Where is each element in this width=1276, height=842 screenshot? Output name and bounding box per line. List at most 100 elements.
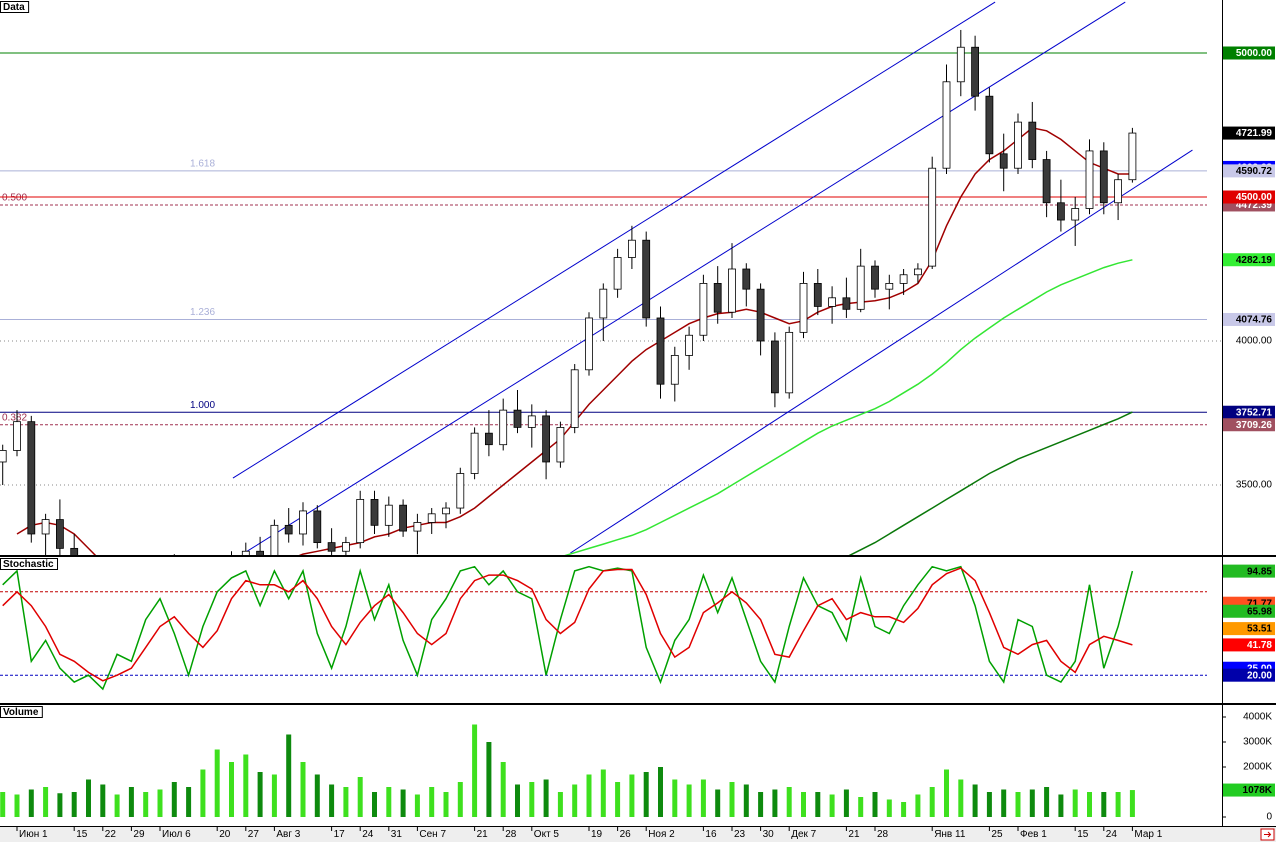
volume-bar (186, 787, 192, 817)
candle-body (1028, 121, 1037, 160)
candle-body (1099, 150, 1108, 204)
volume-bar (229, 762, 234, 817)
volume-bar (1101, 792, 1107, 817)
volume-bar (1072, 789, 1078, 817)
price-badge-label: 65.98 (1247, 606, 1272, 617)
volume-bar (743, 784, 749, 817)
volume-bar (1001, 789, 1007, 817)
volume-bar (214, 749, 220, 817)
price-badge (1223, 622, 1275, 636)
candle-body (241, 550, 250, 555)
volume-bar (715, 789, 721, 817)
candle-body (914, 268, 922, 276)
volume-bar (801, 792, 806, 817)
x-axis-bar (0, 826, 1276, 842)
candle-body (27, 421, 36, 535)
volume-bar (815, 792, 821, 817)
volume-bar (443, 792, 449, 817)
x-tick-label: 22 (105, 829, 117, 840)
x-tick-label: 15 (1077, 829, 1089, 840)
price-badge (1223, 564, 1275, 578)
volume-bar (286, 734, 292, 817)
volume-bar (257, 772, 263, 817)
volume-bar (200, 769, 206, 817)
price-badge (1223, 190, 1275, 204)
y-tick-label: 3500.00 (1236, 480, 1273, 491)
price-badge-label: 4721.99 (1236, 128, 1273, 139)
x-tick-label: Фев 1 (1020, 829, 1047, 840)
volume-bar (1044, 787, 1050, 817)
panel-title: Data (3, 2, 25, 13)
volume-bar (658, 767, 663, 817)
volume-bar (929, 787, 935, 817)
volume-bar (1029, 789, 1035, 817)
price-badge (1223, 46, 1275, 60)
candle-body (1071, 208, 1080, 221)
price-badge-label: 20.00 (1247, 670, 1272, 681)
volume-bar (872, 792, 878, 817)
candle-body (1057, 202, 1065, 221)
volume-bar (300, 762, 306, 817)
candle-body (585, 317, 593, 371)
candle-body (513, 409, 522, 428)
candle-body (828, 297, 836, 307)
volume-bar (486, 742, 492, 817)
candle-body (871, 265, 879, 290)
volume-bar (600, 769, 606, 817)
panel-title: Volume (3, 707, 39, 718)
price-badge-label: 41.78 (1247, 640, 1272, 651)
price-badge-label: 4500.00 (1236, 192, 1273, 203)
volume-bar (1058, 794, 1064, 817)
price-badge (1223, 638, 1275, 652)
indicator-line (564, 259, 1133, 555)
price-badge-label: 4074.76 (1236, 315, 1273, 326)
volume-bar (643, 772, 649, 817)
panel-title-box (0, 706, 43, 718)
x-tick-label: 20 (219, 829, 231, 840)
x-tick-label: 15 (76, 829, 88, 840)
price-badge (1223, 405, 1275, 419)
volume-bar (457, 782, 463, 817)
candle-body (256, 550, 265, 555)
x-tick-label: 26 (620, 829, 632, 840)
trend-line (232, 1, 996, 479)
volume-bar (586, 774, 592, 817)
fib-ratio-label: 1.000 (190, 400, 215, 411)
panel-separator (0, 555, 1276, 557)
candle-body (599, 288, 608, 319)
volume-bar (1115, 792, 1121, 817)
volume-bar (1087, 792, 1092, 817)
candle-body (613, 257, 622, 290)
x-tick-label: 21 (477, 829, 489, 840)
x-tick-label: 25 (991, 829, 1003, 840)
x-tick-label: 21 (848, 829, 860, 840)
volume-bar (858, 797, 864, 817)
volume-bar (572, 784, 578, 817)
candle-body (299, 510, 307, 535)
price-badge (1223, 668, 1275, 682)
x-tick-label: 29 (133, 829, 145, 840)
volume-bar (86, 779, 91, 817)
candle-body (327, 542, 336, 552)
y-tick-label: 4000K (1243, 712, 1272, 723)
price-badge (1223, 604, 1275, 618)
x-tick-label: Янв 11 (934, 829, 966, 840)
volume-bar (314, 774, 320, 817)
x-tick-label: Сен 7 (419, 829, 446, 840)
candle-body (456, 473, 465, 509)
volume-bar (271, 774, 277, 817)
x-tick-label: Авг 3 (276, 829, 300, 840)
volume-bar (944, 769, 949, 817)
volume-bar (157, 789, 163, 817)
candle-body (971, 46, 979, 97)
x-tick-label: Мар 1 (1134, 829, 1162, 840)
candle-body (742, 268, 751, 290)
price-badge-label: 4282.19 (1236, 255, 1273, 266)
candle-body (556, 427, 565, 463)
price-badge-label: 3709.26 (1236, 420, 1273, 431)
candle-body (699, 283, 708, 336)
candle-body (628, 239, 636, 258)
candle-body (370, 499, 379, 526)
indicator-line (2, 567, 1133, 682)
price-badge-label: 4590.72 (1236, 166, 1273, 177)
